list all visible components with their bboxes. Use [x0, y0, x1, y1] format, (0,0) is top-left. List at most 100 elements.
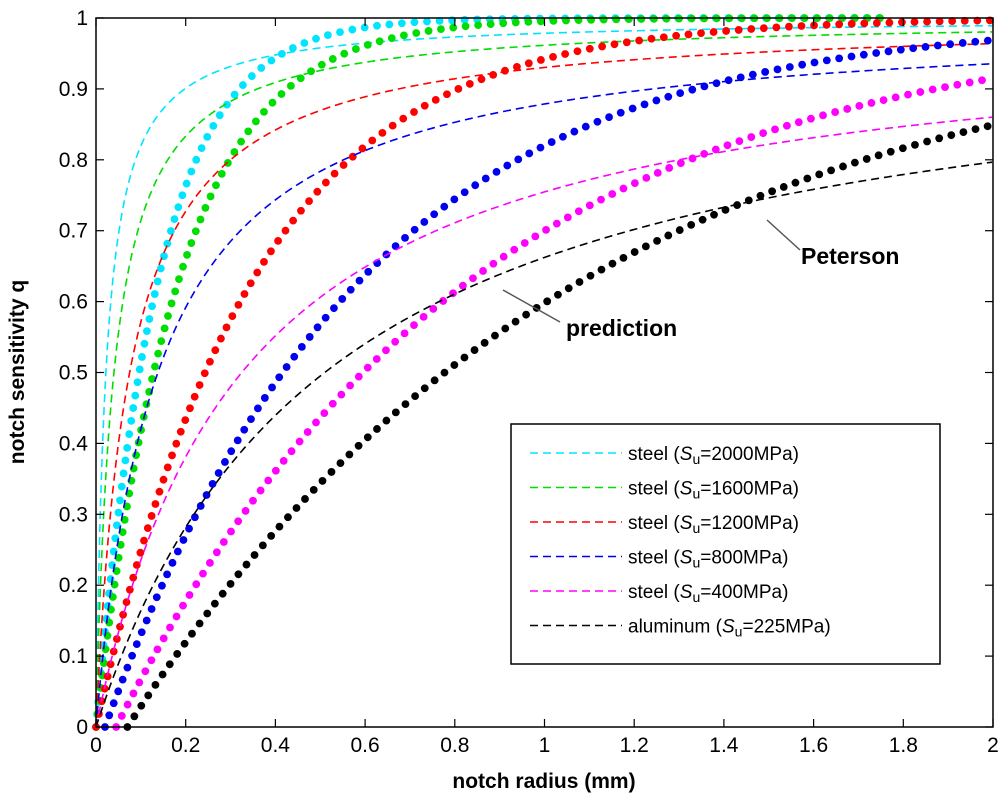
- prediction-point: [192, 155, 201, 164]
- prediction-point: [672, 31, 681, 40]
- prediction-point: [587, 15, 596, 24]
- prediction-point: [499, 252, 508, 261]
- x-tick-label: 0.8: [440, 734, 469, 757]
- prediction-point: [199, 569, 207, 578]
- prediction-point: [196, 502, 205, 510]
- prediction-point: [862, 155, 871, 163]
- prediction-point: [676, 89, 685, 98]
- prediction-point: [320, 409, 329, 418]
- prediction-point: [173, 650, 182, 658]
- prediction-point: [120, 515, 129, 524]
- prediction-point: [522, 310, 531, 319]
- legend-entry: steel (Su=800MPa): [530, 548, 788, 571]
- prediction-point: [867, 99, 876, 107]
- prediction-point: [307, 67, 315, 76]
- prediction-point: [330, 169, 339, 178]
- prediction-point: [238, 81, 247, 89]
- prediction-point: [549, 16, 558, 25]
- prediction-point: [287, 447, 296, 456]
- prediction-point: [698, 215, 707, 224]
- prediction-point: [142, 616, 151, 625]
- prediction-point: [192, 580, 201, 589]
- prediction-point: [923, 137, 931, 146]
- prediction-point: [191, 227, 200, 236]
- prediction-point: [180, 639, 189, 648]
- prediction-point: [187, 239, 196, 247]
- prediction-point: [722, 27, 731, 35]
- prediction-point: [619, 253, 628, 262]
- prediction-point: [489, 259, 498, 268]
- y-tick-label: 0.9: [59, 78, 88, 101]
- peterson-curve: [95, 42, 993, 728]
- prediction-point: [179, 536, 188, 544]
- y-tick-label: 0.8: [59, 149, 88, 172]
- prediction-point: [217, 334, 225, 343]
- prediction-point: [481, 174, 490, 183]
- prediction-point: [363, 363, 372, 372]
- prediction-point: [711, 145, 720, 154]
- y-tick-label: 0.7: [59, 220, 88, 243]
- prediction-point: [373, 21, 381, 30]
- prediction-point: [449, 23, 458, 32]
- prediction-point: [130, 712, 139, 721]
- prediction-point: [240, 290, 249, 298]
- prediction-point: [217, 169, 226, 178]
- prediction-point: [525, 149, 534, 158]
- prediction-point: [132, 640, 141, 649]
- prediction-point: [250, 551, 259, 559]
- prediction-point: [608, 259, 617, 268]
- x-tick-label: 1.6: [799, 734, 828, 757]
- prediction-point: [619, 184, 628, 193]
- legend-entry: steel (Su=1600MPa): [530, 479, 799, 502]
- prediction-point: [573, 47, 582, 56]
- prediction-point: [561, 50, 570, 58]
- prediction-point: [233, 436, 242, 445]
- prediction-point: [140, 536, 148, 545]
- y-tick-label: 0.5: [59, 362, 88, 385]
- prediction-point: [835, 20, 844, 29]
- legend-entry: steel (Su=2000MPa): [530, 444, 799, 467]
- prediction-point: [355, 276, 364, 285]
- prediction-point: [297, 342, 306, 351]
- prediction-point: [135, 365, 144, 374]
- prediction-point: [301, 495, 309, 503]
- prediction-point: [197, 144, 206, 152]
- prediction-point: [847, 52, 856, 61]
- prediction-annotation: prediction: [566, 315, 677, 341]
- legend-entry: steel (Su=400MPa): [530, 582, 788, 605]
- prediction-point: [378, 129, 387, 137]
- prediction-point: [531, 232, 540, 241]
- prediction-point: [779, 183, 788, 191]
- prediction-point: [212, 548, 221, 557]
- prediction-point: [257, 64, 266, 72]
- prediction-point: [382, 416, 391, 425]
- legend-label: steel (Su=1200MPa): [628, 513, 799, 536]
- prediction-point: [206, 558, 214, 567]
- prediction-point: [114, 508, 123, 517]
- prediction-point: [368, 136, 377, 145]
- prediction-point: [768, 187, 777, 196]
- prediction-point: [137, 628, 146, 637]
- prediction-point: [289, 216, 298, 225]
- prediction-point: [348, 25, 357, 34]
- prediction-point: [470, 346, 479, 354]
- prediction-point: [323, 31, 332, 40]
- prediction-point: [360, 23, 369, 32]
- prediction-point: [116, 496, 124, 505]
- prediction-point: [759, 24, 768, 33]
- prediction-point: [385, 20, 394, 29]
- legend-label: steel (Su=800MPa): [628, 548, 788, 571]
- prediction-point: [491, 331, 499, 340]
- prediction-point: [290, 352, 299, 361]
- prediction-point: [410, 108, 418, 116]
- prediction-point: [874, 151, 883, 160]
- prediction-point: [860, 19, 869, 28]
- prediction-point: [537, 17, 545, 26]
- prediction-point: [388, 121, 397, 130]
- prediction-point: [312, 418, 320, 427]
- prediction-point: [958, 39, 967, 47]
- x-tick-label: 1: [539, 734, 551, 757]
- prediction-point: [978, 76, 986, 85]
- prediction-point: [295, 437, 304, 446]
- prediction-point: [563, 213, 572, 222]
